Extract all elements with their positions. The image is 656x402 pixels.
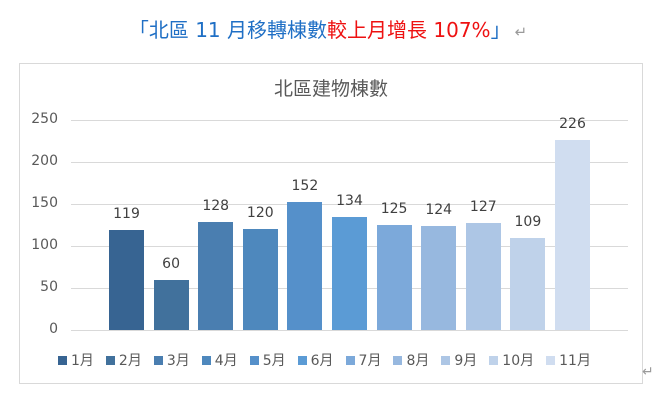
gridline [71, 162, 628, 163]
data-label: 127 [469, 199, 497, 216]
bar-3[interactable] [198, 222, 234, 330]
legend-item[interactable]: 8月 [393, 350, 429, 370]
paragraph-mark-icon: ↵ [514, 23, 528, 41]
data-label: 134 [336, 193, 363, 210]
legend-label: 2月 [118, 353, 142, 369]
bar-11[interactable] [555, 140, 590, 330]
gridline [71, 120, 628, 121]
legend-item[interactable]: 9月 [441, 350, 477, 370]
bar-5[interactable] [287, 202, 323, 330]
headline-red-text: 較上月增長 107% [327, 18, 491, 42]
headline-close-bracket: 」 [490, 18, 511, 42]
legend-swatch-icon [546, 355, 556, 365]
gridline [71, 330, 628, 331]
legend-item[interactable]: 7月 [345, 350, 382, 370]
y-tick-label: 200 [31, 153, 58, 169]
data-label: 60 [162, 255, 180, 272]
data-label: 120 [246, 205, 274, 222]
legend-label: 8月 [406, 353, 430, 369]
headline-blue-text: 北區 11 月移轉棟數 [148, 18, 328, 42]
y-tick-label: 250 [31, 111, 58, 127]
paragraph-mark-icon: ↵ [642, 364, 654, 380]
y-tick-label: 50 [40, 279, 58, 295]
legend-item[interactable]: 6月 [297, 350, 334, 370]
legend-swatch-icon [249, 355, 259, 365]
data-label: 125 [380, 201, 408, 217]
legend-swatch-icon [441, 355, 451, 365]
legend-item[interactable]: 10月 [489, 350, 534, 370]
legend-item[interactable]: 1月 [58, 350, 94, 370]
legend-swatch-icon [201, 355, 211, 365]
legend-item[interactable]: 3月 [153, 350, 190, 370]
data-label: 128 [202, 198, 230, 215]
y-tick-label: 100 [31, 237, 58, 253]
y-tick-label: 150 [31, 195, 58, 211]
bar-8[interactable] [421, 225, 457, 330]
data-label: 119 [113, 206, 140, 223]
legend-swatch-icon [153, 355, 163, 365]
legend-label: 6月 [310, 353, 334, 369]
bar-7[interactable] [376, 225, 412, 330]
legend-swatch-icon [105, 355, 115, 365]
bar-chart[interactable]: 北區建物棟數 0 50 100 150 200 250 119 60 128 120 152 134… [19, 63, 643, 384]
data-label: 226 [559, 116, 586, 133]
legend-swatch-icon [58, 355, 67, 365]
legend-swatch-icon [489, 355, 499, 365]
chart-legend: 1月 2月 3月 4月 5月 6月 7月 8月 9月 10月 11月 [58, 350, 603, 370]
data-label: 109 [514, 214, 542, 231]
legend-item[interactable]: 11月 [546, 350, 591, 370]
legend-label: 5月 [262, 353, 286, 369]
chart-title: 北區建物棟數 [273, 78, 388, 100]
bar-10[interactable] [510, 238, 546, 330]
bar-1[interactable] [109, 230, 144, 330]
legend-label: 11月 [559, 353, 591, 369]
bar-9[interactable] [465, 223, 501, 330]
gridline [71, 204, 628, 205]
y-tick-label: 0 [49, 321, 58, 337]
data-label: 152 [291, 178, 319, 195]
legend-item[interactable]: 5月 [249, 350, 286, 370]
legend-item[interactable]: 2月 [105, 350, 142, 370]
legend-label: 3月 [166, 353, 190, 369]
bar-6[interactable] [332, 217, 367, 330]
data-label: 124 [425, 201, 453, 218]
headline: 「北區 11 月移轉棟數較上月增長 107%」 ↵ [0, 14, 656, 43]
legend-label: 10月 [502, 353, 535, 369]
legend-swatch-icon [297, 355, 307, 365]
legend-item[interactable]: 4月 [201, 350, 238, 370]
legend-swatch-icon [393, 355, 403, 365]
bar-4[interactable] [242, 229, 278, 330]
legend-label: 9月 [454, 353, 478, 369]
legend-label: 4月 [214, 353, 238, 369]
legend-swatch-icon [345, 355, 355, 365]
bar-2[interactable] [153, 279, 189, 330]
legend-label: 1月 [71, 353, 94, 369]
headline-open-bracket: 「 [128, 18, 149, 42]
legend-label: 7月 [358, 353, 382, 369]
